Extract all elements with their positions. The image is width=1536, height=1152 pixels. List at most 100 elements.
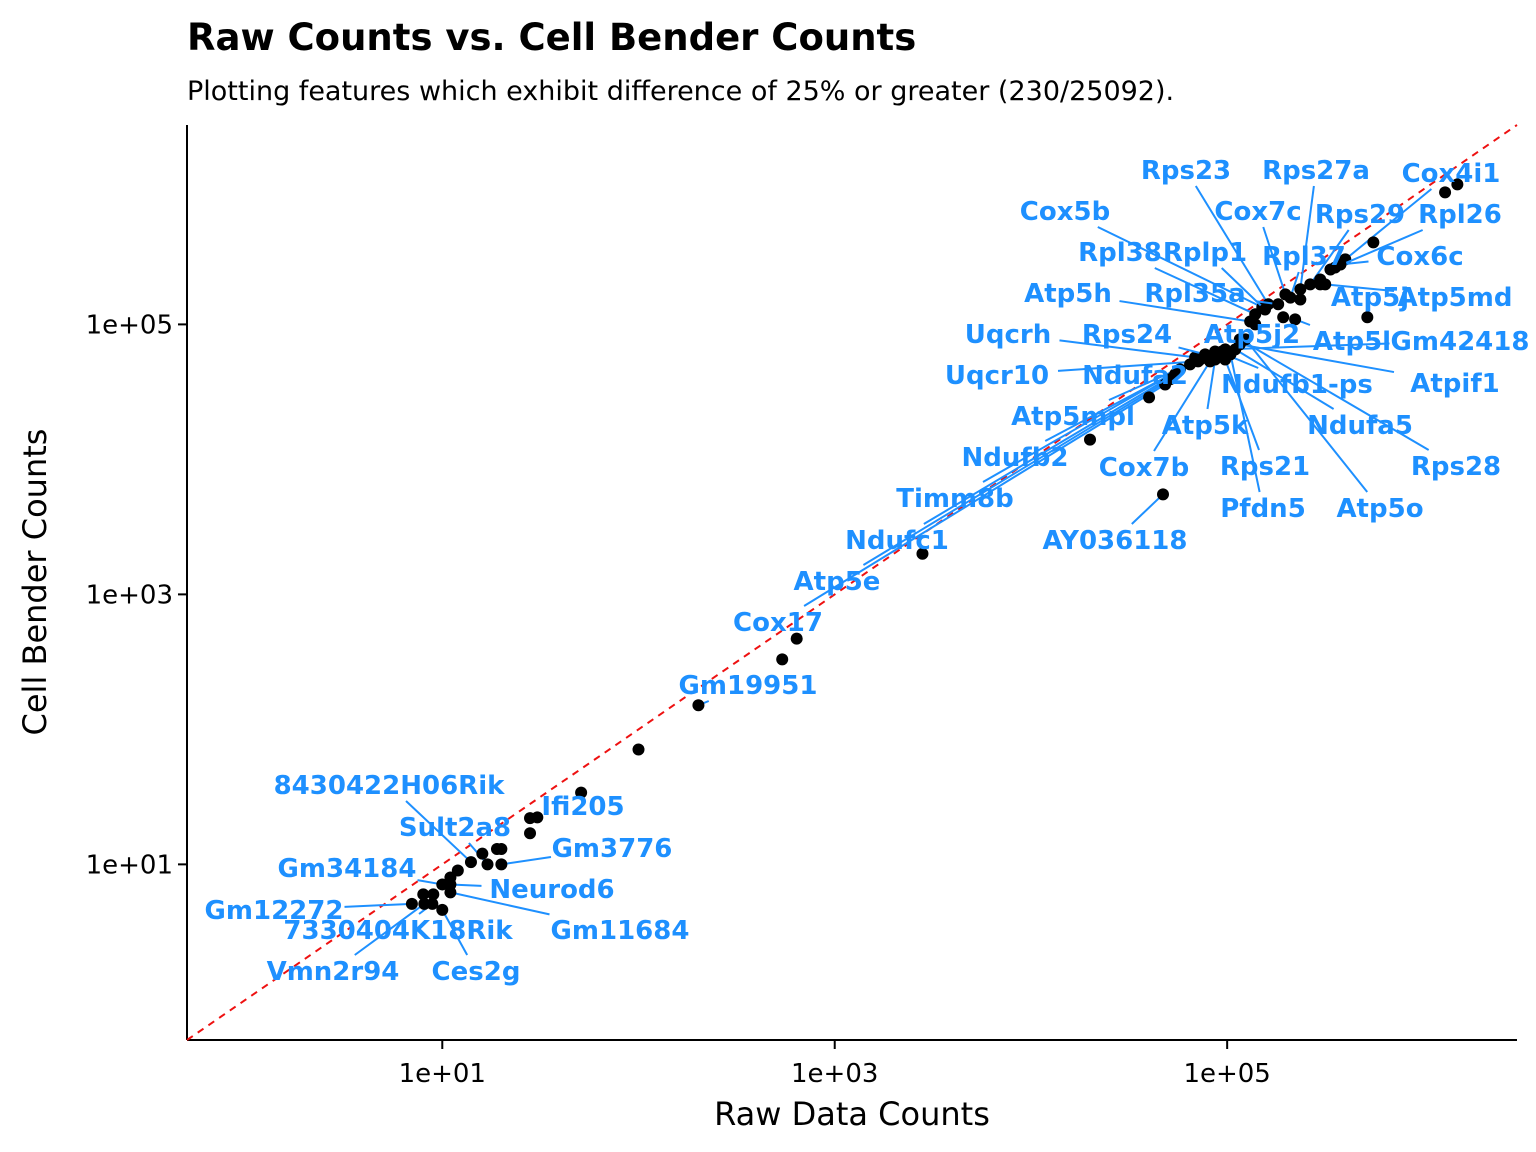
point-label: Rpl26 <box>1418 200 1502 230</box>
point-label: Vmn2r94 <box>267 957 400 987</box>
point-label: Gm19951 <box>679 671 818 701</box>
point <box>418 897 431 910</box>
point-label: Rps27a <box>1262 156 1370 186</box>
point <box>632 743 645 756</box>
point-label: Gm42418 <box>1391 327 1530 357</box>
point <box>1439 186 1452 199</box>
point-label: Cox5b <box>1020 197 1110 227</box>
leader-line <box>1239 338 1430 451</box>
point-label: Ifi205 <box>541 792 624 822</box>
leader-line <box>1262 226 1287 295</box>
point <box>1159 378 1172 391</box>
leader-line <box>354 903 425 956</box>
leader-line <box>1244 338 1369 493</box>
leader-line <box>1206 359 1217 410</box>
point <box>575 786 588 799</box>
point-label: Gm3776 <box>552 834 673 864</box>
leader-line <box>1059 339 1196 359</box>
point-label: Ndufb2 <box>962 443 1069 473</box>
point <box>524 827 537 840</box>
point <box>405 897 418 910</box>
point-label: Atp5j2 <box>1204 320 1300 350</box>
point <box>1194 353 1207 366</box>
point-label: Atpif1 <box>1410 369 1499 399</box>
point-label: Cox7b <box>1099 453 1189 483</box>
point-label: Cox17 <box>733 608 823 638</box>
point <box>417 888 430 901</box>
point-label: 7330404K18Rik <box>283 916 513 946</box>
point <box>451 864 464 877</box>
point <box>1277 311 1290 324</box>
point <box>1294 293 1307 306</box>
point-label: Ndufc1 <box>845 526 949 556</box>
leader-line <box>923 373 1176 525</box>
point <box>495 858 508 871</box>
point <box>1249 318 1262 331</box>
leader-line <box>1325 283 1395 293</box>
point <box>1157 488 1170 501</box>
x-tick-label: 1e+05 <box>1183 1059 1270 1089</box>
y-tick-label: 1e+01 <box>86 850 173 880</box>
point-label: Atp5k <box>1162 411 1249 441</box>
x-axis-title: Raw Data Counts <box>714 1095 990 1133</box>
point <box>481 858 494 871</box>
point <box>1304 278 1317 291</box>
point <box>790 632 803 645</box>
point-label: Atp5md <box>1398 283 1513 313</box>
point-label: Cox4i1 <box>1402 159 1501 189</box>
point-label: Neurod6 <box>489 875 614 905</box>
leader-line <box>1119 300 1251 323</box>
point <box>1361 311 1374 324</box>
identity-line <box>186 124 1518 1041</box>
leader-line <box>1239 343 1395 374</box>
point <box>444 886 457 899</box>
point-label: Ces2g <box>432 957 521 987</box>
point-label: AY036118 <box>1042 526 1187 556</box>
point-label: Rps21 <box>1220 452 1310 482</box>
leader-line <box>1344 188 1433 261</box>
leader-line <box>1299 185 1315 290</box>
point <box>1204 355 1217 368</box>
leader-line <box>803 383 1166 607</box>
leader-line <box>1194 185 1270 305</box>
point <box>692 699 705 712</box>
point <box>1239 333 1252 346</box>
point-label: Ndufa2 <box>1082 361 1188 391</box>
leader-line <box>1221 267 1266 311</box>
y-tick-label: 1e+05 <box>86 310 173 340</box>
point-label: Atp5l <box>1313 327 1391 357</box>
point <box>464 856 477 869</box>
chart-subtitle: Plotting features which exhibit differen… <box>187 76 1174 107</box>
leader-line <box>1097 226 1263 309</box>
leader-line <box>982 368 1181 483</box>
leader-line <box>1057 360 1199 372</box>
point-label: Rps24 <box>1082 320 1172 350</box>
point-label: Rpl37 <box>1262 242 1346 272</box>
point-label: Ndufb1-ps <box>1221 370 1373 400</box>
leader-line <box>862 378 1171 566</box>
point <box>1451 178 1464 191</box>
point <box>1184 358 1197 371</box>
leader-line <box>501 856 552 866</box>
leader-line <box>405 800 472 863</box>
point <box>1367 236 1380 249</box>
leader-line <box>1131 493 1164 525</box>
y-tick-label: 1e+03 <box>86 580 173 610</box>
point <box>476 847 489 860</box>
point-label: Gm34184 <box>278 854 417 884</box>
point <box>1143 391 1156 404</box>
point <box>495 842 508 855</box>
point <box>1284 291 1297 304</box>
point-label: Atp5h <box>1024 279 1112 309</box>
point <box>916 547 929 560</box>
point <box>524 812 537 825</box>
point-label: Uqcrh <box>965 320 1051 350</box>
y-axis-title: Cell Bender Counts <box>16 429 54 736</box>
point-label: Rps29 <box>1315 200 1405 230</box>
point <box>1215 345 1228 358</box>
point <box>1272 298 1285 311</box>
leader-line <box>450 891 550 916</box>
point-label: Sult2a8 <box>399 813 511 843</box>
